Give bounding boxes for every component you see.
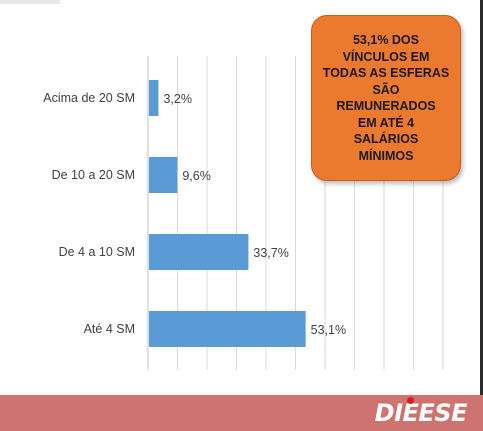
category-label: De 10 a 20 SM <box>52 168 135 182</box>
category-label: Até 4 SM <box>84 322 135 336</box>
data-label: 53,1% <box>311 323 346 337</box>
right-edge-border <box>480 0 483 395</box>
highlight-callout: 53,1% DOS VÍNCULOS EM TODAS AS ESFERAS S… <box>311 15 461 181</box>
footer-bar: DIEESE <box>0 395 483 431</box>
bar <box>149 157 178 193</box>
category-label: Acima de 20 SM <box>43 91 135 105</box>
data-label: 33,7% <box>253 246 288 260</box>
bar <box>149 311 306 347</box>
logo-dot <box>406 397 414 404</box>
data-label: 3,2% <box>163 92 192 106</box>
logo-text: DIEESE <box>374 399 468 427</box>
bar-chart: Acima de 20 SM 3,2% De 10 a 20 SM 9,6% De 4 … <box>43 56 444 370</box>
callout-text: 53,1% DOS VÍNCULOS EM TODAS AS ESFERAS S… <box>322 33 450 163</box>
bar <box>149 234 249 270</box>
dieese-logo: DIEESE <box>374 397 468 427</box>
category-label: De 4 a 10 SM <box>59 245 135 259</box>
bar <box>149 80 159 116</box>
data-label: 9,6% <box>182 169 211 183</box>
top-strip <box>0 0 60 4</box>
